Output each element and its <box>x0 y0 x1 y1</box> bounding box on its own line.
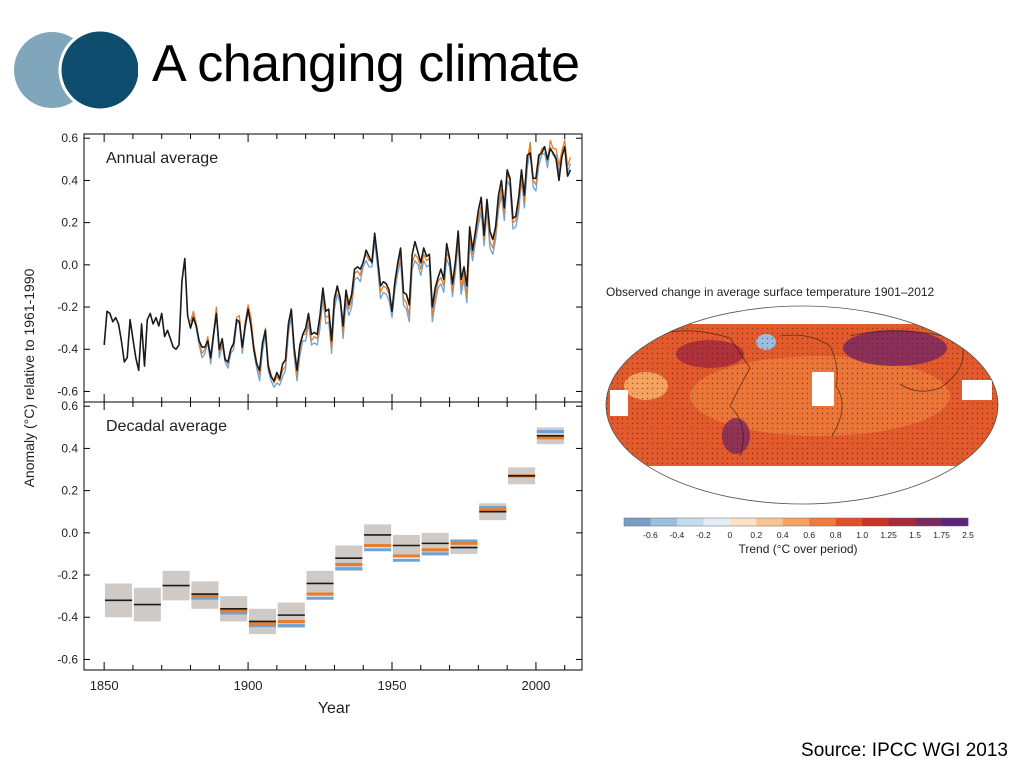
colorbar-swatch <box>809 518 836 526</box>
colorbar-swatch <box>650 518 678 526</box>
map-no-data-sahara <box>812 372 834 406</box>
panel-frames <box>83 133 583 671</box>
colorbar-swatch <box>862 518 889 526</box>
slide-title: A changing climate <box>152 35 580 93</box>
y-tick-label: -0.6 <box>57 652 78 666</box>
map-coastlines <box>659 330 964 457</box>
colorbar-swatch <box>782 518 810 526</box>
colorbar-tick-label: 1.75 <box>933 530 950 540</box>
logo-circle-dark <box>58 30 138 110</box>
colorbar-swatch <box>888 518 916 526</box>
annual-panel-title: Annual average <box>106 150 218 167</box>
colorbar-frame <box>623 517 969 527</box>
map-outline <box>605 305 999 505</box>
decade-uncertainty-band <box>364 524 392 548</box>
y-tick-label: 0.2 <box>61 484 78 498</box>
colorbar-swatch <box>835 518 863 526</box>
map-no-data-pacific <box>610 390 628 416</box>
x-tick-label: 2000 <box>521 678 550 693</box>
colorbar-swatch <box>703 518 731 526</box>
colorbar-tick-label: 1.5 <box>909 530 921 540</box>
surface-temperature-trend-map: Observed change in average surface tempe… <box>605 285 999 556</box>
x-tick-label: 1900 <box>234 678 263 693</box>
colorbar-swatch <box>729 518 757 526</box>
colorbar-swatch <box>624 518 651 526</box>
map-title: Observed change in average surface tempe… <box>606 285 935 299</box>
decadal-marks <box>105 427 564 635</box>
y-tick-label: 0.0 <box>61 258 78 272</box>
colorbar-tick-label: -0.4 <box>670 530 685 540</box>
annual-lines <box>103 139 572 388</box>
colorbar-swatch <box>941 518 969 526</box>
colorbar-swatch <box>756 518 784 526</box>
colorbar-label: Trend (°C over period) <box>738 542 857 556</box>
temperature-anomaly-chart: Annual average Decadal average Anomaly (… <box>21 131 583 717</box>
colorbar-tick-label: 2.5 <box>962 530 974 540</box>
map-no-data-arctic <box>606 306 998 324</box>
annual-series-orange <box>189 139 572 384</box>
colorbar-tick-label: 0 <box>727 530 732 540</box>
colorbar-tick-label: 1.25 <box>880 530 897 540</box>
colorbar-swatch <box>915 518 942 526</box>
colorbar-tick-label: -0.2 <box>696 530 711 540</box>
y-tick-label: -0.6 <box>57 384 78 398</box>
colorbar-tick-label: 0.6 <box>803 530 815 540</box>
decadal-panel-title: Decadal average <box>106 418 227 435</box>
y-tick-label: -0.4 <box>57 610 78 624</box>
y-axis-label: Anomaly (°C) relative to 1961-1990 <box>21 268 37 487</box>
colorbar-swatch <box>676 518 704 526</box>
y-tick-label: 0.4 <box>61 441 78 455</box>
y-tick-label: 0.2 <box>61 216 78 230</box>
annual-series-black <box>103 145 572 382</box>
logo-circles <box>14 30 138 110</box>
map-colorbar: -0.6 -0.4 -0.2 0 0.2 0.4 0.6 0.8 1.0 1.25 1.5 1.75 2… <box>623 517 974 540</box>
map-no-data-east <box>962 380 992 400</box>
y-tick-label: 0.4 <box>61 173 78 187</box>
y-tick-label: -0.2 <box>57 300 78 314</box>
y-tick-label: 0.6 <box>61 131 78 145</box>
colorbar-tick-label: 0.4 <box>777 530 789 540</box>
annual-axes: 0.6 0.4 0.2 0.0 -0.2 -0.4 -0.6 <box>57 131 582 402</box>
annual-series-blue <box>189 146 572 388</box>
y-tick-label: 0.6 <box>61 399 78 413</box>
decadal-axes: 0.6 0.4 0.2 0.0 -0.2 -0.4 -0.6 1850 1900 1950 2000 <box>57 399 582 693</box>
x-axis-label: Year <box>318 700 351 717</box>
y-tick-label: -0.2 <box>57 568 78 582</box>
colorbar-tick-label: -0.6 <box>643 530 658 540</box>
x-tick-label: 1850 <box>90 678 119 693</box>
source-credit: Source: IPCC WGI 2013 <box>801 740 1008 761</box>
decadal-panel-frame <box>83 401 583 671</box>
map-globe <box>606 306 998 504</box>
colorbar-tick-label: 0.8 <box>830 530 842 540</box>
y-tick-label: 0.0 <box>61 526 78 540</box>
y-tick-label: -0.4 <box>57 342 78 356</box>
x-tick-label: 1950 <box>378 678 407 693</box>
colorbar-tick-label: 0.2 <box>750 530 762 540</box>
colorbar-tick-label: 1.0 <box>856 530 868 540</box>
